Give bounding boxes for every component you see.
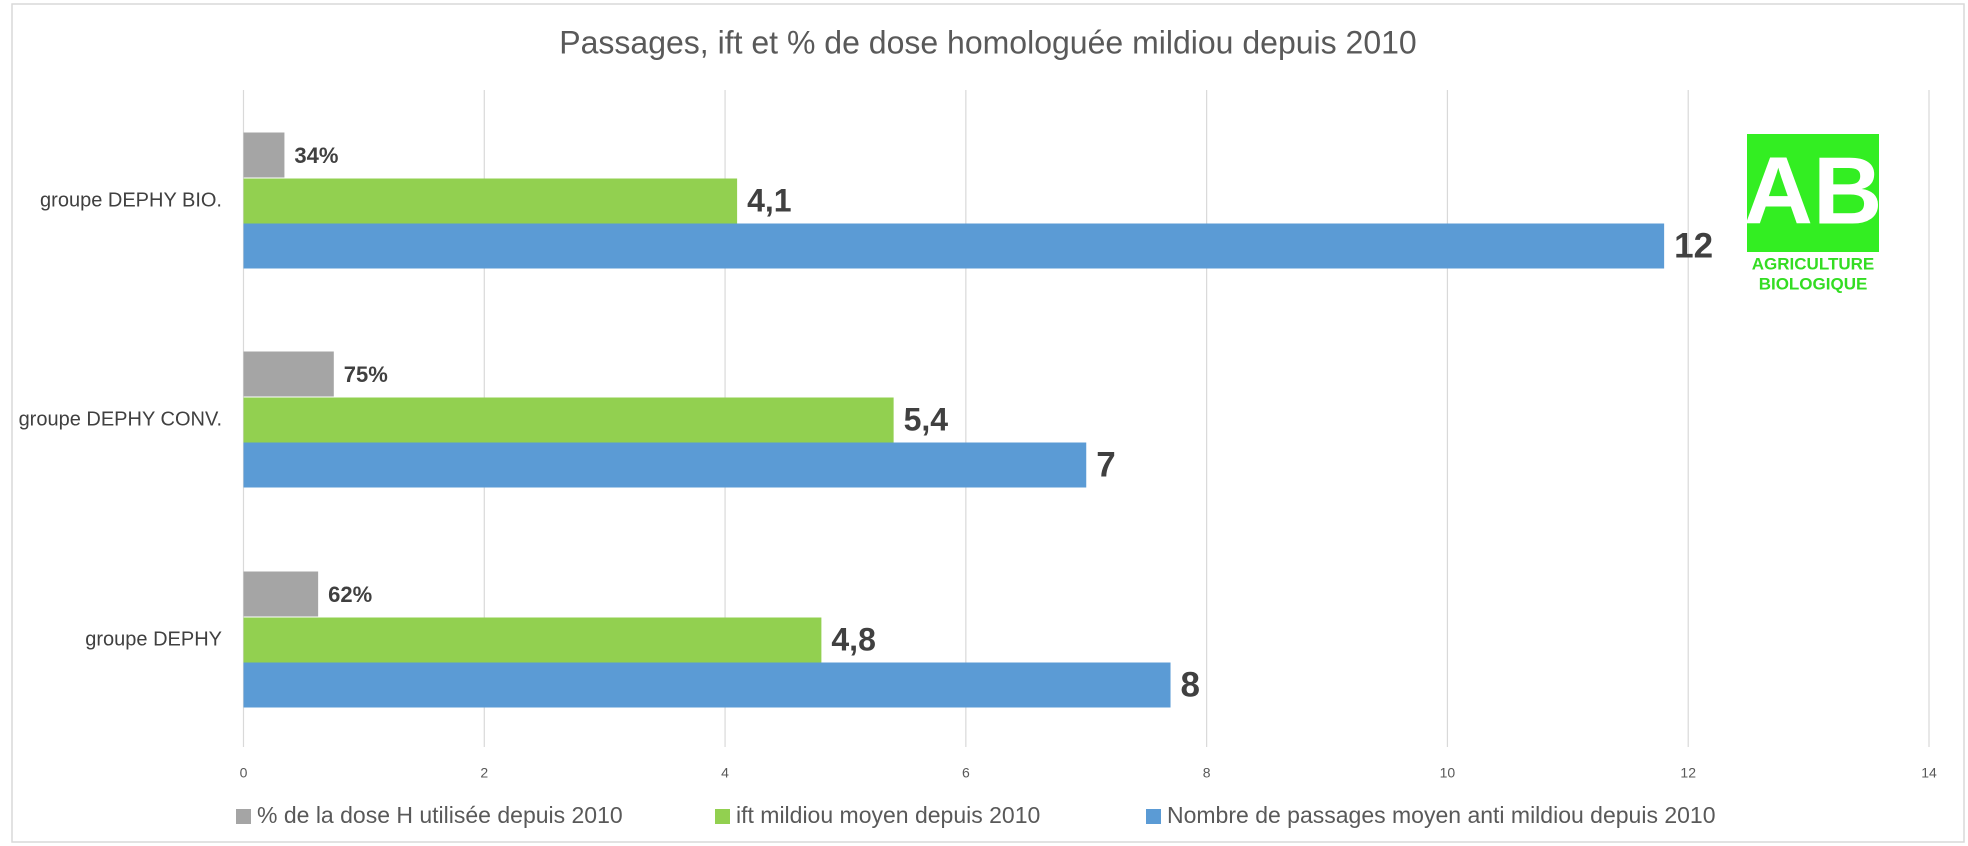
- logo: AB AGRICULTURE BIOLOGIQUE: [1744, 134, 1883, 293]
- bar: [243, 351, 334, 397]
- x-tick-label: 2: [480, 765, 488, 781]
- legend-swatch: [236, 809, 251, 824]
- bar: [243, 178, 738, 224]
- value-label: 7: [1096, 445, 1115, 484]
- legend-label: % de la dose H utilisée depuis 2010: [257, 802, 623, 828]
- x-tick-label: 10: [1440, 765, 1456, 781]
- bar: [243, 223, 1665, 269]
- x-tick-label: 0: [240, 765, 248, 781]
- value-label: 4,1: [747, 182, 791, 218]
- bar: [243, 397, 894, 443]
- value-label: 12: [1674, 226, 1713, 265]
- value-label: 75%: [344, 362, 388, 387]
- bar: [243, 571, 319, 617]
- bar: [243, 617, 822, 663]
- value-label: 62%: [328, 582, 372, 607]
- x-tick-label: 6: [962, 765, 970, 781]
- bar: [243, 442, 1087, 488]
- value-label: 8: [1181, 665, 1200, 704]
- legend-label: ift mildiou moyen depuis 2010: [736, 802, 1040, 828]
- chart-title: Passages, ift et % de dose homologuée mi…: [559, 24, 1416, 60]
- y-tick-label: groupe DEPHY: [85, 628, 222, 650]
- x-tick-label: 12: [1680, 765, 1696, 781]
- logo-mark: AB: [1744, 137, 1883, 244]
- y-tick-label: groupe DEPHY CONV.: [19, 408, 222, 430]
- x-tick-label: 4: [721, 765, 729, 781]
- logo-text: BIOLOGIQUE: [1759, 274, 1868, 293]
- x-tick-label: 8: [1203, 765, 1211, 781]
- bar: [243, 662, 1171, 708]
- legend-label: Nombre de passages moyen anti mildiou de…: [1167, 802, 1716, 828]
- x-tick-label: 14: [1921, 765, 1937, 781]
- y-tick-label: groupe DEPHY BIO.: [40, 189, 222, 211]
- legend-swatch: [1146, 809, 1161, 824]
- logo-text: AGRICULTURE: [1752, 254, 1874, 273]
- logo-box: [1747, 134, 1879, 252]
- value-label: 5,4: [904, 401, 949, 437]
- legend-swatch: [715, 809, 730, 824]
- value-label: 34%: [294, 143, 338, 168]
- value-label: 4,8: [831, 621, 875, 657]
- bar: [243, 132, 285, 178]
